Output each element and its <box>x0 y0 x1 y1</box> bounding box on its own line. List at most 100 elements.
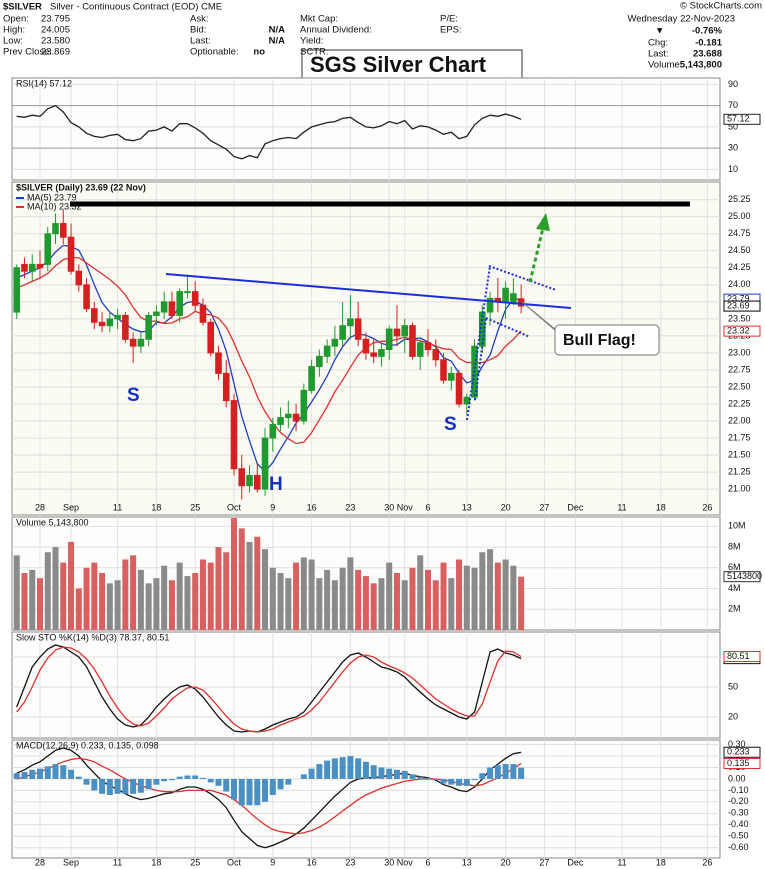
quote-label: Volume: <box>648 60 682 71</box>
y-tick-label: -0.60 <box>728 842 749 852</box>
histogram-bar <box>137 778 144 793</box>
volume-bar <box>487 549 494 630</box>
candle-body <box>153 311 160 316</box>
volume-bar <box>425 569 431 630</box>
y-tick-label: 8M <box>728 541 741 551</box>
histogram-bar <box>106 778 113 795</box>
volume-bar <box>293 562 300 630</box>
histogram-bar <box>518 767 525 779</box>
volume-bar <box>106 583 113 630</box>
candle-body <box>424 342 432 351</box>
candle-body <box>122 314 129 340</box>
candle-body <box>44 233 52 265</box>
quote-value: 5,143,800 <box>680 60 722 71</box>
histogram-bar <box>487 767 494 779</box>
field-label: Annual Dividend: <box>300 25 372 36</box>
candle-body <box>98 321 106 327</box>
histogram-bar <box>13 773 20 779</box>
histogram-bar <box>386 768 393 779</box>
candle-body <box>401 325 409 337</box>
quote-label: Last: <box>648 49 669 60</box>
volume-bar <box>502 559 509 630</box>
x-tick-label: 25 <box>190 502 200 512</box>
field-label: Bid: <box>190 25 206 36</box>
histogram-bar <box>471 778 478 781</box>
y-tick-label: 24.25 <box>728 262 751 272</box>
histogram-bar <box>456 778 463 786</box>
y-tick-label: 22.50 <box>728 381 751 391</box>
volume-bar <box>246 541 253 630</box>
y-tick-label: 24.00 <box>728 279 751 289</box>
copyright: © StockCharts.com <box>680 1 762 12</box>
volume-bar <box>83 567 90 630</box>
volume-bar <box>308 559 315 630</box>
y-tick-label: 0.30 <box>728 739 746 749</box>
histogram-bar <box>60 765 67 779</box>
x-tick-label: Sep <box>63 857 79 867</box>
field-value: 23.869 <box>41 47 70 58</box>
volume-bar <box>510 565 517 630</box>
histogram-bar <box>300 774 307 779</box>
histogram-bar <box>161 778 168 782</box>
legend: MACD(12,26,9) 0.233, 0.135, 0.098 <box>16 740 159 750</box>
x-tick-label: 18 <box>151 502 161 512</box>
histogram-bar <box>479 773 486 779</box>
histogram-bar <box>331 758 338 779</box>
y-tick-label: 6M <box>728 562 741 572</box>
candle-body <box>75 270 83 286</box>
candle-body <box>246 475 253 487</box>
candle-body <box>308 366 315 391</box>
volume-bar <box>378 578 385 630</box>
pattern-label: S <box>444 414 457 435</box>
histogram-bar <box>168 778 175 781</box>
histogram-bar <box>425 777 431 779</box>
volume-bar <box>37 578 43 630</box>
x-tick-label: 20 <box>501 857 511 867</box>
x-tick-label: 9 <box>270 502 275 512</box>
pattern-label: S <box>127 385 140 406</box>
y-tick-label: 90 <box>728 79 738 89</box>
flag-line <box>466 265 491 421</box>
y-tick-label: 2M <box>728 604 741 614</box>
histogram-bar <box>463 778 470 786</box>
volume-bar <box>300 557 307 630</box>
candle-body <box>277 417 284 425</box>
x-tick-label: 28 <box>35 857 45 867</box>
histogram-bar <box>494 765 501 779</box>
value-tag <box>723 325 761 337</box>
y-tick-label: -0.10 <box>728 785 749 795</box>
value-tag-label: 57.12 <box>727 114 750 124</box>
histogram-bar <box>262 778 269 802</box>
field-value: 23.580 <box>41 36 70 47</box>
volume-bar <box>75 588 82 630</box>
candle-body <box>184 291 191 294</box>
x-tick-label: 18 <box>151 857 161 867</box>
candle-body <box>28 263 36 272</box>
candle-body <box>447 372 455 381</box>
histogram-bar <box>417 776 424 779</box>
volume-bar <box>432 580 439 630</box>
volume-bar <box>269 567 276 630</box>
quote-value: 23.688 <box>693 49 722 60</box>
x-tick-label: Oct <box>227 857 242 867</box>
x-tick-label: 6 <box>425 502 430 512</box>
candle-body <box>331 338 339 347</box>
x-tick-label: Nov <box>397 857 414 867</box>
x-tick-label: 30 <box>384 857 394 867</box>
volume-bar <box>168 580 175 630</box>
legend: $SILVER (Daily) 23.69 (22 Nov) <box>16 182 146 192</box>
candle-body <box>129 338 137 347</box>
candle-body <box>432 349 440 361</box>
value-tag-label: 23.79 <box>727 294 750 304</box>
histogram-bar <box>370 765 377 779</box>
y-tick-label: 50 <box>728 681 738 691</box>
volume-bar <box>417 555 424 630</box>
x-tick-label: 11 <box>617 502 626 512</box>
y-tick-label: 23.00 <box>728 347 751 357</box>
panel <box>11 77 721 181</box>
field-label: Ask: <box>190 14 208 25</box>
volume-bar <box>409 567 416 630</box>
candle-body <box>238 468 246 487</box>
volume-bar <box>401 580 408 630</box>
